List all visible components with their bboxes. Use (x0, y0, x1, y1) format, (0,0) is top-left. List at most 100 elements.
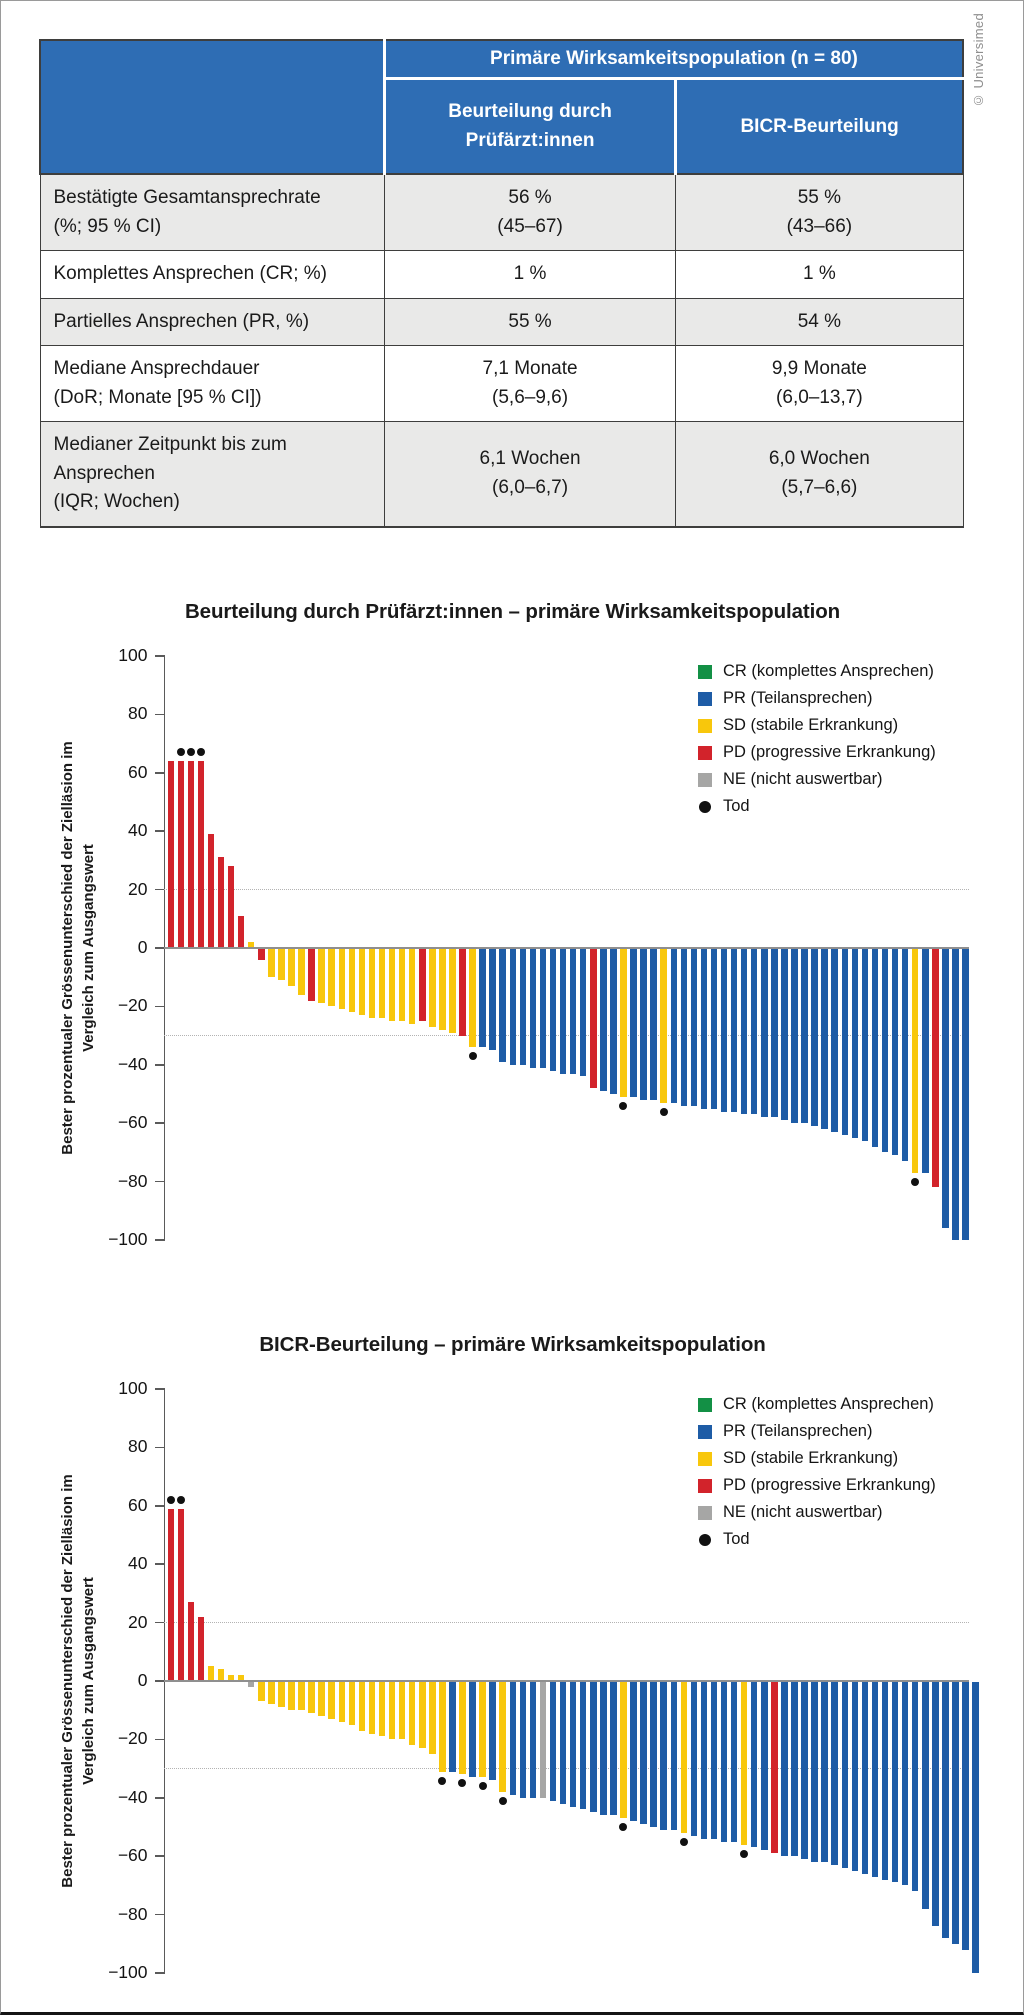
waterfall-bar-sd (660, 949, 667, 1103)
waterfall-bar-pd (258, 949, 265, 960)
waterfall-bar-pr (720, 1682, 728, 1842)
waterfall-bar-pr (730, 1682, 738, 1842)
waterfall-bar-sd (328, 949, 335, 1007)
waterfall-bar-pr (801, 949, 808, 1124)
waterfall-bar-pr (881, 949, 889, 1153)
waterfall-bar-sd (408, 949, 416, 1024)
waterfall-bar-sd (479, 1682, 486, 1778)
legend-swatch-pd (698, 1478, 712, 1493)
copyright-credit: © Universimed (971, 13, 986, 108)
legend-swatch-sd (698, 718, 712, 733)
y-tick-label: 20 (128, 1611, 148, 1632)
waterfall-bar-pr (700, 1682, 708, 1839)
waterfall-bar-pr (489, 949, 496, 1051)
waterfall-bar-pr (630, 949, 637, 1097)
y-tick-label: 80 (128, 703, 148, 724)
waterfall-bar-sd (268, 1682, 275, 1705)
y-tick-label: 60 (128, 1494, 148, 1515)
legend-label: NE (nicht auswertbar) (723, 770, 883, 788)
waterfall-bar-pr (549, 949, 557, 1071)
table-corner-cell (38, 39, 386, 175)
waterfall-bar-pr (519, 1682, 527, 1798)
waterfall-bar-pr (559, 1682, 567, 1804)
legend-item-pr: PR (Teilansprechen) (698, 1418, 936, 1445)
response-table-body: Bestätigte Gesamtansprechrate (%; 95 % CI… (39, 173, 964, 528)
waterfall-bar-sd (298, 949, 305, 995)
waterfall-bar-pr (781, 949, 788, 1121)
waterfall-chart-investigator: Beurteilung durch Prüfärzt:innen – primä… (1, 586, 1023, 1286)
waterfall-bar-pr (559, 949, 567, 1074)
death-dot (186, 748, 195, 757)
waterfall-bar-pd (167, 1508, 174, 1681)
waterfall-bar-pr (901, 949, 909, 1162)
legend-item-pd: PD (progressive Erkrankung) (698, 739, 936, 766)
y-tick-mark (154, 655, 164, 657)
row-value-cell: 1 % (675, 250, 964, 299)
table-row: Komplettes Ansprechen (CR; %) 1 % 1 % (39, 250, 964, 299)
waterfall-bar-pr (761, 1682, 768, 1851)
waterfall-bar-pr (509, 1682, 517, 1795)
waterfall-bar-pr (640, 949, 647, 1100)
waterfall-bar-pr (569, 949, 577, 1074)
waterfall-bar-sd (620, 1682, 627, 1819)
waterfall-bar-sd (318, 949, 325, 1004)
row-label-cell: Mediane Ansprechdauer (DoR; Monate [95 % … (39, 345, 385, 422)
y-tick-label: −80 (117, 1170, 148, 1191)
waterfall-bar-pr (519, 949, 527, 1065)
legend-label: CR (komplettes Ansprechen) (723, 1395, 934, 1413)
y-tick-mark (154, 1855, 164, 1857)
waterfall-bar-pr (962, 949, 969, 1240)
death-dot (619, 1101, 628, 1110)
y-tick-mark (154, 1505, 164, 1507)
waterfall-bar-sd (388, 1682, 396, 1740)
waterfall-bar-pd (237, 915, 245, 948)
y-tick-label: 60 (128, 761, 148, 782)
waterfall-bar-pr (922, 1682, 929, 1909)
table-row: Bestätigte Gesamtansprechrate (%; 95 % CI… (39, 173, 964, 251)
waterfall-bar-sd (378, 949, 386, 1019)
legend-item-tod: Tod (698, 1526, 936, 1553)
waterfall-bar-pr (590, 1682, 597, 1813)
legend-label: PR (Teilansprechen) (723, 689, 873, 707)
reference-gridline (163, 1621, 969, 1623)
waterfall-bar-pd (187, 1602, 195, 1681)
waterfall-bar-pd (217, 857, 225, 948)
waterfall-bar-sd (398, 1682, 406, 1740)
waterfall-bar-pr (841, 1682, 849, 1868)
legend-label: SD (stabile Erkrankung) (723, 1449, 899, 1467)
death-dot (478, 1782, 487, 1791)
waterfall-bar-sd (740, 1682, 748, 1845)
waterfall-chart-bicr: BICR-Beurteilung – primäre Wirksamkeitsp… (1, 1319, 1023, 2012)
waterfall-bar-sd (419, 1682, 426, 1749)
waterfall-bar-pr (861, 1682, 869, 1874)
waterfall-bar-ne (539, 1682, 547, 1798)
y-tick-mark (154, 1621, 164, 1624)
waterfall-bar-pr (891, 1682, 899, 1883)
waterfall-bar-sd (358, 1682, 366, 1731)
waterfall-bar-sd (258, 1682, 265, 1702)
legend-swatch-cr (698, 1397, 712, 1412)
death-dot (679, 1837, 688, 1846)
waterfall-bar-pr (791, 949, 798, 1124)
waterfall-bar-pr (549, 1682, 557, 1801)
y-tick-label: 40 (128, 1553, 148, 1574)
waterfall-bar-pr (821, 1682, 828, 1863)
waterfall-bar-pr (700, 949, 708, 1109)
row-value-cell: 55 % (383, 297, 677, 346)
y-tick-label: −60 (117, 1845, 148, 1866)
legend-item-ne: NE (nicht auswertbar) (698, 766, 936, 793)
y-tick-mark (154, 1180, 164, 1183)
legend-item-pd: PD (progressive Erkrankung) (698, 1472, 936, 1499)
waterfall-bar-pr (610, 949, 617, 1094)
waterfall-bar-sd (408, 1682, 416, 1746)
row-label-cell: Partielles Ansprechen (PR, %) (39, 297, 385, 346)
zero-baseline (163, 1680, 969, 1683)
y-tick-mark (154, 888, 164, 891)
waterfall-bar-sd (278, 949, 285, 981)
waterfall-bar-pd (197, 1616, 205, 1681)
y-tick-mark (154, 1563, 164, 1565)
waterfall-bar-pr (640, 1682, 647, 1825)
waterfall-bar-sd (680, 1682, 688, 1833)
waterfall-bar-pr (922, 949, 929, 1173)
